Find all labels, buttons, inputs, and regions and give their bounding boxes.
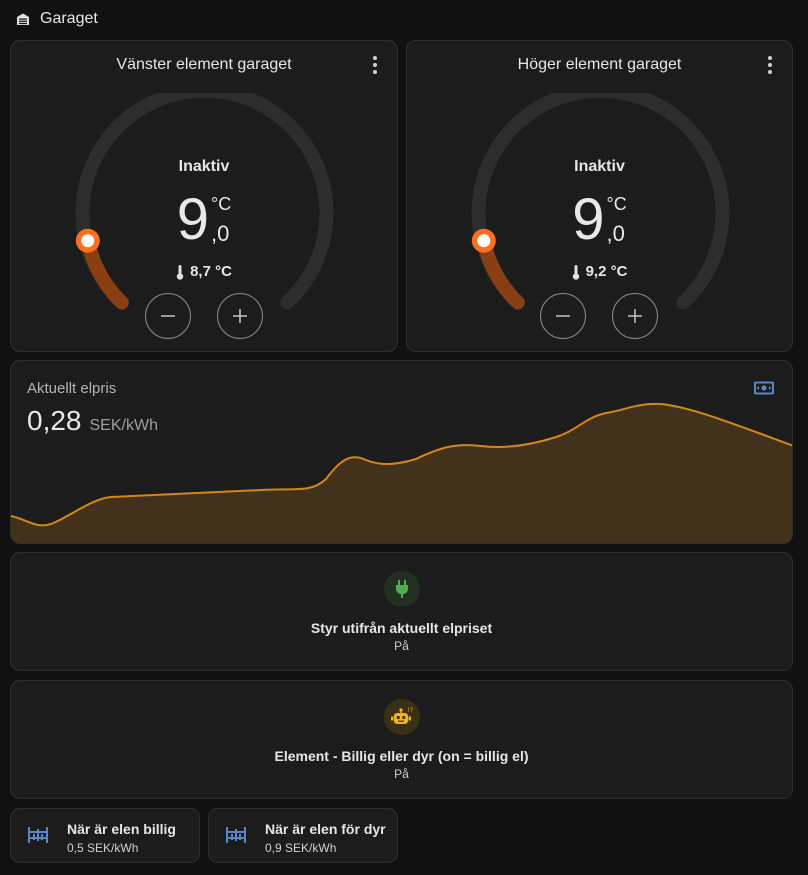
entity-name: Styr utifrån aktuellt elpriset xyxy=(310,620,493,636)
threshold-icon xyxy=(226,827,246,843)
decrease-button[interactable] xyxy=(540,293,586,339)
price-label: Aktuellt elpris xyxy=(27,380,117,397)
thermostat-dial[interactable] xyxy=(470,93,730,353)
thermostat-card-right[interactable]: Höger element garaget Inaktiv 9 °C ,0 9,… xyxy=(406,40,793,352)
dial-track xyxy=(75,93,334,310)
cash-icon xyxy=(754,381,774,395)
thermostat-dial[interactable] xyxy=(74,93,334,353)
more-menu-icon[interactable] xyxy=(764,55,776,75)
target-integer: 9 xyxy=(572,187,605,252)
hvac-state: Inaktiv xyxy=(574,158,625,175)
target-decimal: ,0 xyxy=(211,221,230,246)
target-unit: °C xyxy=(606,194,627,214)
thermostat-card-left[interactable]: Vänster element garaget Inaktiv 9 °C ,0 … xyxy=(10,40,398,352)
thermostat-name: Vänster element garaget xyxy=(116,56,292,73)
price-history-graph xyxy=(11,402,792,543)
plus-icon xyxy=(233,309,247,323)
thermostat-name: Höger element garaget xyxy=(517,56,682,73)
target-temperature: 9 °C ,0 xyxy=(407,191,792,249)
threshold-icon xyxy=(28,827,48,843)
icon-badge xyxy=(383,571,420,607)
section-title: Garaget xyxy=(40,10,98,27)
minus-icon xyxy=(161,315,175,317)
threshold-value: 0,5 SEK/kWh xyxy=(67,841,139,855)
more-menu-icon[interactable] xyxy=(369,55,381,75)
power-plug-icon xyxy=(395,580,408,598)
current-temperature: 9,2 °C xyxy=(407,263,792,280)
threshold-cheap-card[interactable]: När är elen billig 0,5 SEK/kWh xyxy=(10,808,200,863)
threshold-value: 0,9 SEK/kWh xyxy=(265,841,337,855)
hvac-state: Inaktiv xyxy=(178,158,230,175)
target-unit: °C xyxy=(211,194,232,214)
minus-icon xyxy=(556,315,570,317)
entity-name: Element - Billig eller dyr (on = billig … xyxy=(274,748,529,764)
decrease-button[interactable] xyxy=(145,293,191,339)
cheap-expensive-card[interactable]: !? Element - Billig eller dyr (on = bill… xyxy=(10,680,793,799)
target-decimal: ,0 xyxy=(606,221,625,246)
threshold-name: När är elen billig xyxy=(67,821,176,837)
entity-state: På xyxy=(394,767,409,781)
svg-text:!?: !? xyxy=(407,707,413,714)
automation-control-card[interactable]: Styr utifrån aktuellt elpriset På xyxy=(10,552,793,671)
price-line xyxy=(11,402,792,527)
target-temperature: 9 °C ,0 xyxy=(11,191,397,249)
increase-button[interactable] xyxy=(217,293,263,339)
garage-icon xyxy=(17,13,29,25)
robot-icon: !? xyxy=(390,707,413,724)
price-sensor-card[interactable]: Aktuellt elpris 0,28 SEK/kWh xyxy=(10,360,793,544)
threshold-expensive-card[interactable]: När är elen för dyr 0,9 SEK/kWh xyxy=(208,808,398,863)
section-header: Garaget xyxy=(16,8,98,30)
icon-badge: !? xyxy=(383,699,420,735)
increase-button[interactable] xyxy=(612,293,658,339)
price-unit: SEK/kWh xyxy=(89,417,158,434)
entity-state: På xyxy=(394,639,409,653)
thermometer-icon xyxy=(572,264,579,280)
price-area xyxy=(11,403,792,543)
dial-track xyxy=(471,93,730,310)
current-temperature-value: 9,2 °C xyxy=(585,263,628,280)
current-temperature-value: 8,7 °C xyxy=(190,263,232,280)
plus-icon xyxy=(628,309,642,323)
target-integer: 9 xyxy=(176,187,210,252)
threshold-name: När är elen för dyr xyxy=(265,821,386,837)
current-temperature: 8,7 °C xyxy=(11,263,397,280)
price-value-row: 0,28 SEK/kWh xyxy=(27,405,158,437)
thermometer-icon xyxy=(176,264,184,280)
price-value: 0,28 xyxy=(27,405,82,436)
